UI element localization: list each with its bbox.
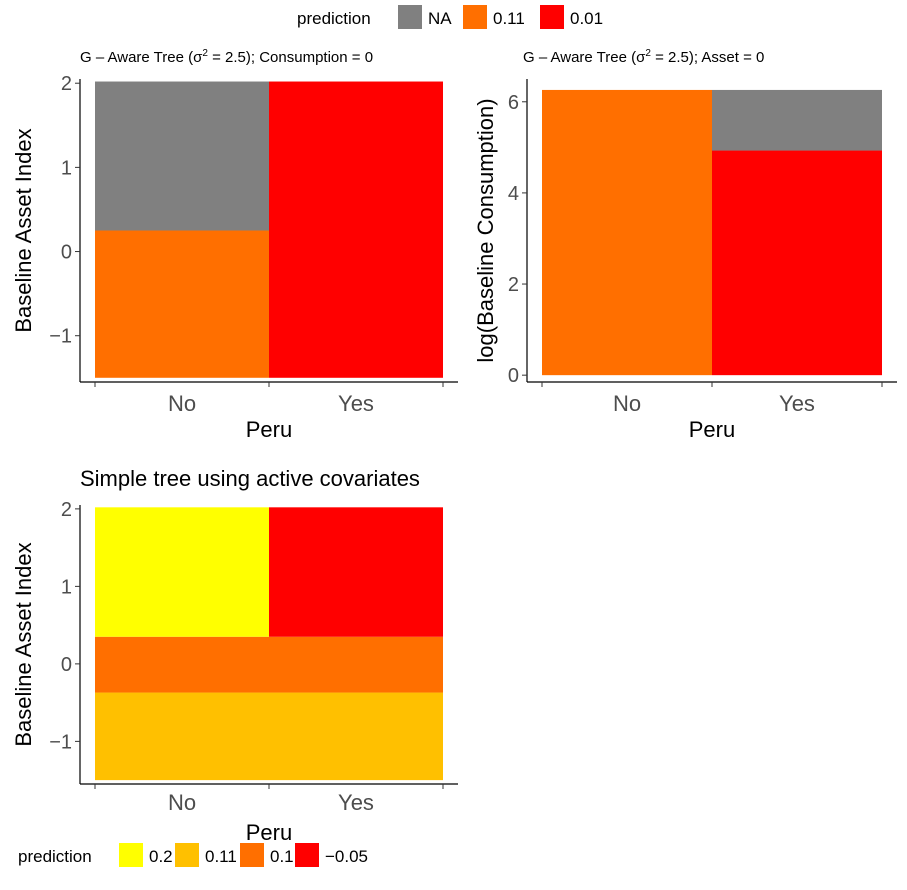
x-tick-label: No [168,790,196,815]
y-axis-label: Baseline Asset Index [11,128,36,332]
tile [712,150,882,376]
x-axis-label: Peru [246,820,292,845]
y-tick-label: 1 [61,157,72,179]
x-axis-label: Peru [246,417,292,442]
tile [95,81,269,231]
panel-aware-tree-consumption: G – Aware Tree (σ2 = 2.5); Consumption =… [11,48,458,442]
y-axis-label: Baseline Asset Index [11,542,36,746]
legend-top: prediction NA 0.11 0.01 [297,5,603,29]
legend-swatch [463,5,487,29]
legend-swatch [240,843,264,867]
y-tick-label: 0 [61,654,72,676]
legend-label: NA [428,9,452,28]
x-tick-label: Yes [338,790,374,815]
tile [712,89,882,151]
legend-label: 0.11 [493,9,525,28]
tile [95,507,269,637]
y-tick-label: 4 [508,183,519,205]
y-tick-label: 6 [508,92,519,114]
legend-label: 0.2 [149,847,173,866]
legend-swatch [398,5,422,29]
x-tick-label: No [168,391,196,416]
y-axis-label: log(Baseline Consumption) [473,98,498,362]
tile [95,692,269,781]
tile [269,692,443,781]
tile [95,636,269,693]
legend-title: prediction [18,847,92,866]
y-tick-label: 2 [508,274,519,296]
legend-label: 0.11 [205,847,237,866]
panel-simple-tree: Simple tree using active covariates −1 0 1 2… [11,466,458,845]
legend-label: 0.01 [570,9,603,28]
tile [269,81,443,378]
x-tick-label: Yes [338,391,374,416]
legend-swatch [540,5,564,29]
panel-title: G – Aware Tree (σ2 = 2.5); Asset = 0 [523,48,764,66]
x-axis-label: Peru [689,417,735,442]
tile [269,507,443,637]
legend-label: −0.05 [325,847,368,866]
tile [95,230,269,378]
x-tick-label: No [613,391,641,416]
tile [542,89,712,376]
y-tick-label: −1 [49,326,72,348]
legend-swatch [119,843,143,867]
legend-label: 0.1 [270,847,294,866]
panel-aware-tree-asset: G – Aware Tree (σ2 = 2.5); Asset = 0 0 2 4 6… [473,48,897,442]
tile [269,636,443,693]
y-tick-label: −1 [49,731,72,753]
y-tick-label: 2 [61,73,72,95]
legend-title: prediction [297,9,371,28]
legend-swatch [175,843,199,867]
y-tick-label: 2 [61,499,72,521]
y-tick-label: 0 [61,242,72,264]
y-tick-label: 0 [508,365,519,387]
x-tick-label: Yes [779,391,815,416]
y-tick-label: 1 [61,576,72,598]
legend-bottom: prediction 0.2 0.11 0.1 −0.05 [18,843,368,867]
panel-title: Simple tree using active covariates [80,466,420,491]
panel-title: G – Aware Tree (σ2 = 2.5); Consumption =… [80,48,373,66]
legend-swatch [295,843,319,867]
